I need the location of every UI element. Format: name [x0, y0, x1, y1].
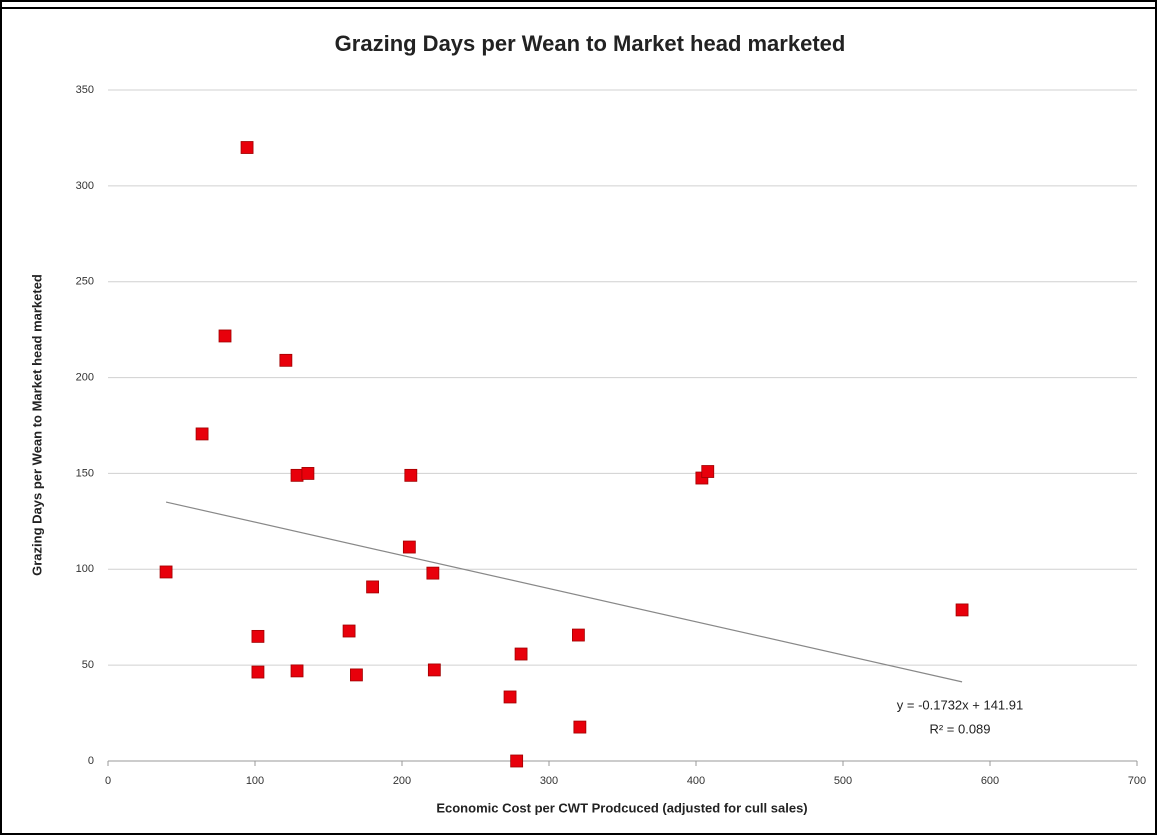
x-axis-label: Economic Cost per CWT Prodcuced (adjuste… — [436, 800, 807, 815]
y-tick-label: 150 — [76, 467, 94, 479]
x-tick-label: 300 — [540, 775, 558, 787]
point — [366, 580, 380, 594]
point — [290, 664, 304, 678]
y-tick-label: 0 — [88, 755, 94, 767]
point — [290, 468, 304, 482]
y-tick-label: 350 — [76, 84, 94, 96]
trendline-r2: R² = 0.089 — [929, 721, 990, 736]
point — [701, 465, 715, 478]
x-tick-label: 200 — [393, 775, 411, 787]
x-tick-label: 400 — [687, 775, 705, 787]
trendline — [165, 501, 963, 683]
y-tick-label: 250 — [76, 276, 94, 288]
point — [427, 663, 441, 677]
point — [573, 720, 587, 734]
point — [159, 565, 173, 579]
point — [402, 540, 416, 554]
point — [510, 754, 524, 768]
point — [955, 603, 969, 617]
point — [350, 668, 363, 682]
point — [514, 647, 528, 661]
point — [342, 624, 356, 638]
point — [218, 329, 232, 343]
point — [279, 353, 293, 367]
y-tick-label: 200 — [76, 371, 94, 383]
point — [240, 141, 254, 154]
point — [426, 566, 440, 580]
point — [503, 690, 517, 704]
point — [195, 427, 209, 441]
x-tick-label: 100 — [246, 775, 264, 787]
point — [251, 665, 265, 679]
point — [251, 629, 265, 643]
point — [301, 467, 315, 480]
point — [572, 628, 585, 642]
point — [404, 468, 418, 482]
chart-title: Grazing Days per Wean to Market head mar… — [335, 31, 846, 56]
y-tick-label: 50 — [82, 659, 94, 671]
y-axis-label: Grazing Days per Wean to Market head mar… — [29, 274, 44, 576]
x-tick-label: 0 — [105, 775, 111, 787]
trendline-equation: y = -0.1732x + 141.91 — [897, 697, 1023, 712]
x-tick-label: 600 — [981, 775, 999, 787]
x-tick-label: 500 — [834, 775, 852, 787]
y-tick-label: 100 — [76, 563, 94, 575]
x-tick-label: 700 — [1128, 775, 1146, 787]
y-tick-label: 300 — [76, 180, 94, 192]
